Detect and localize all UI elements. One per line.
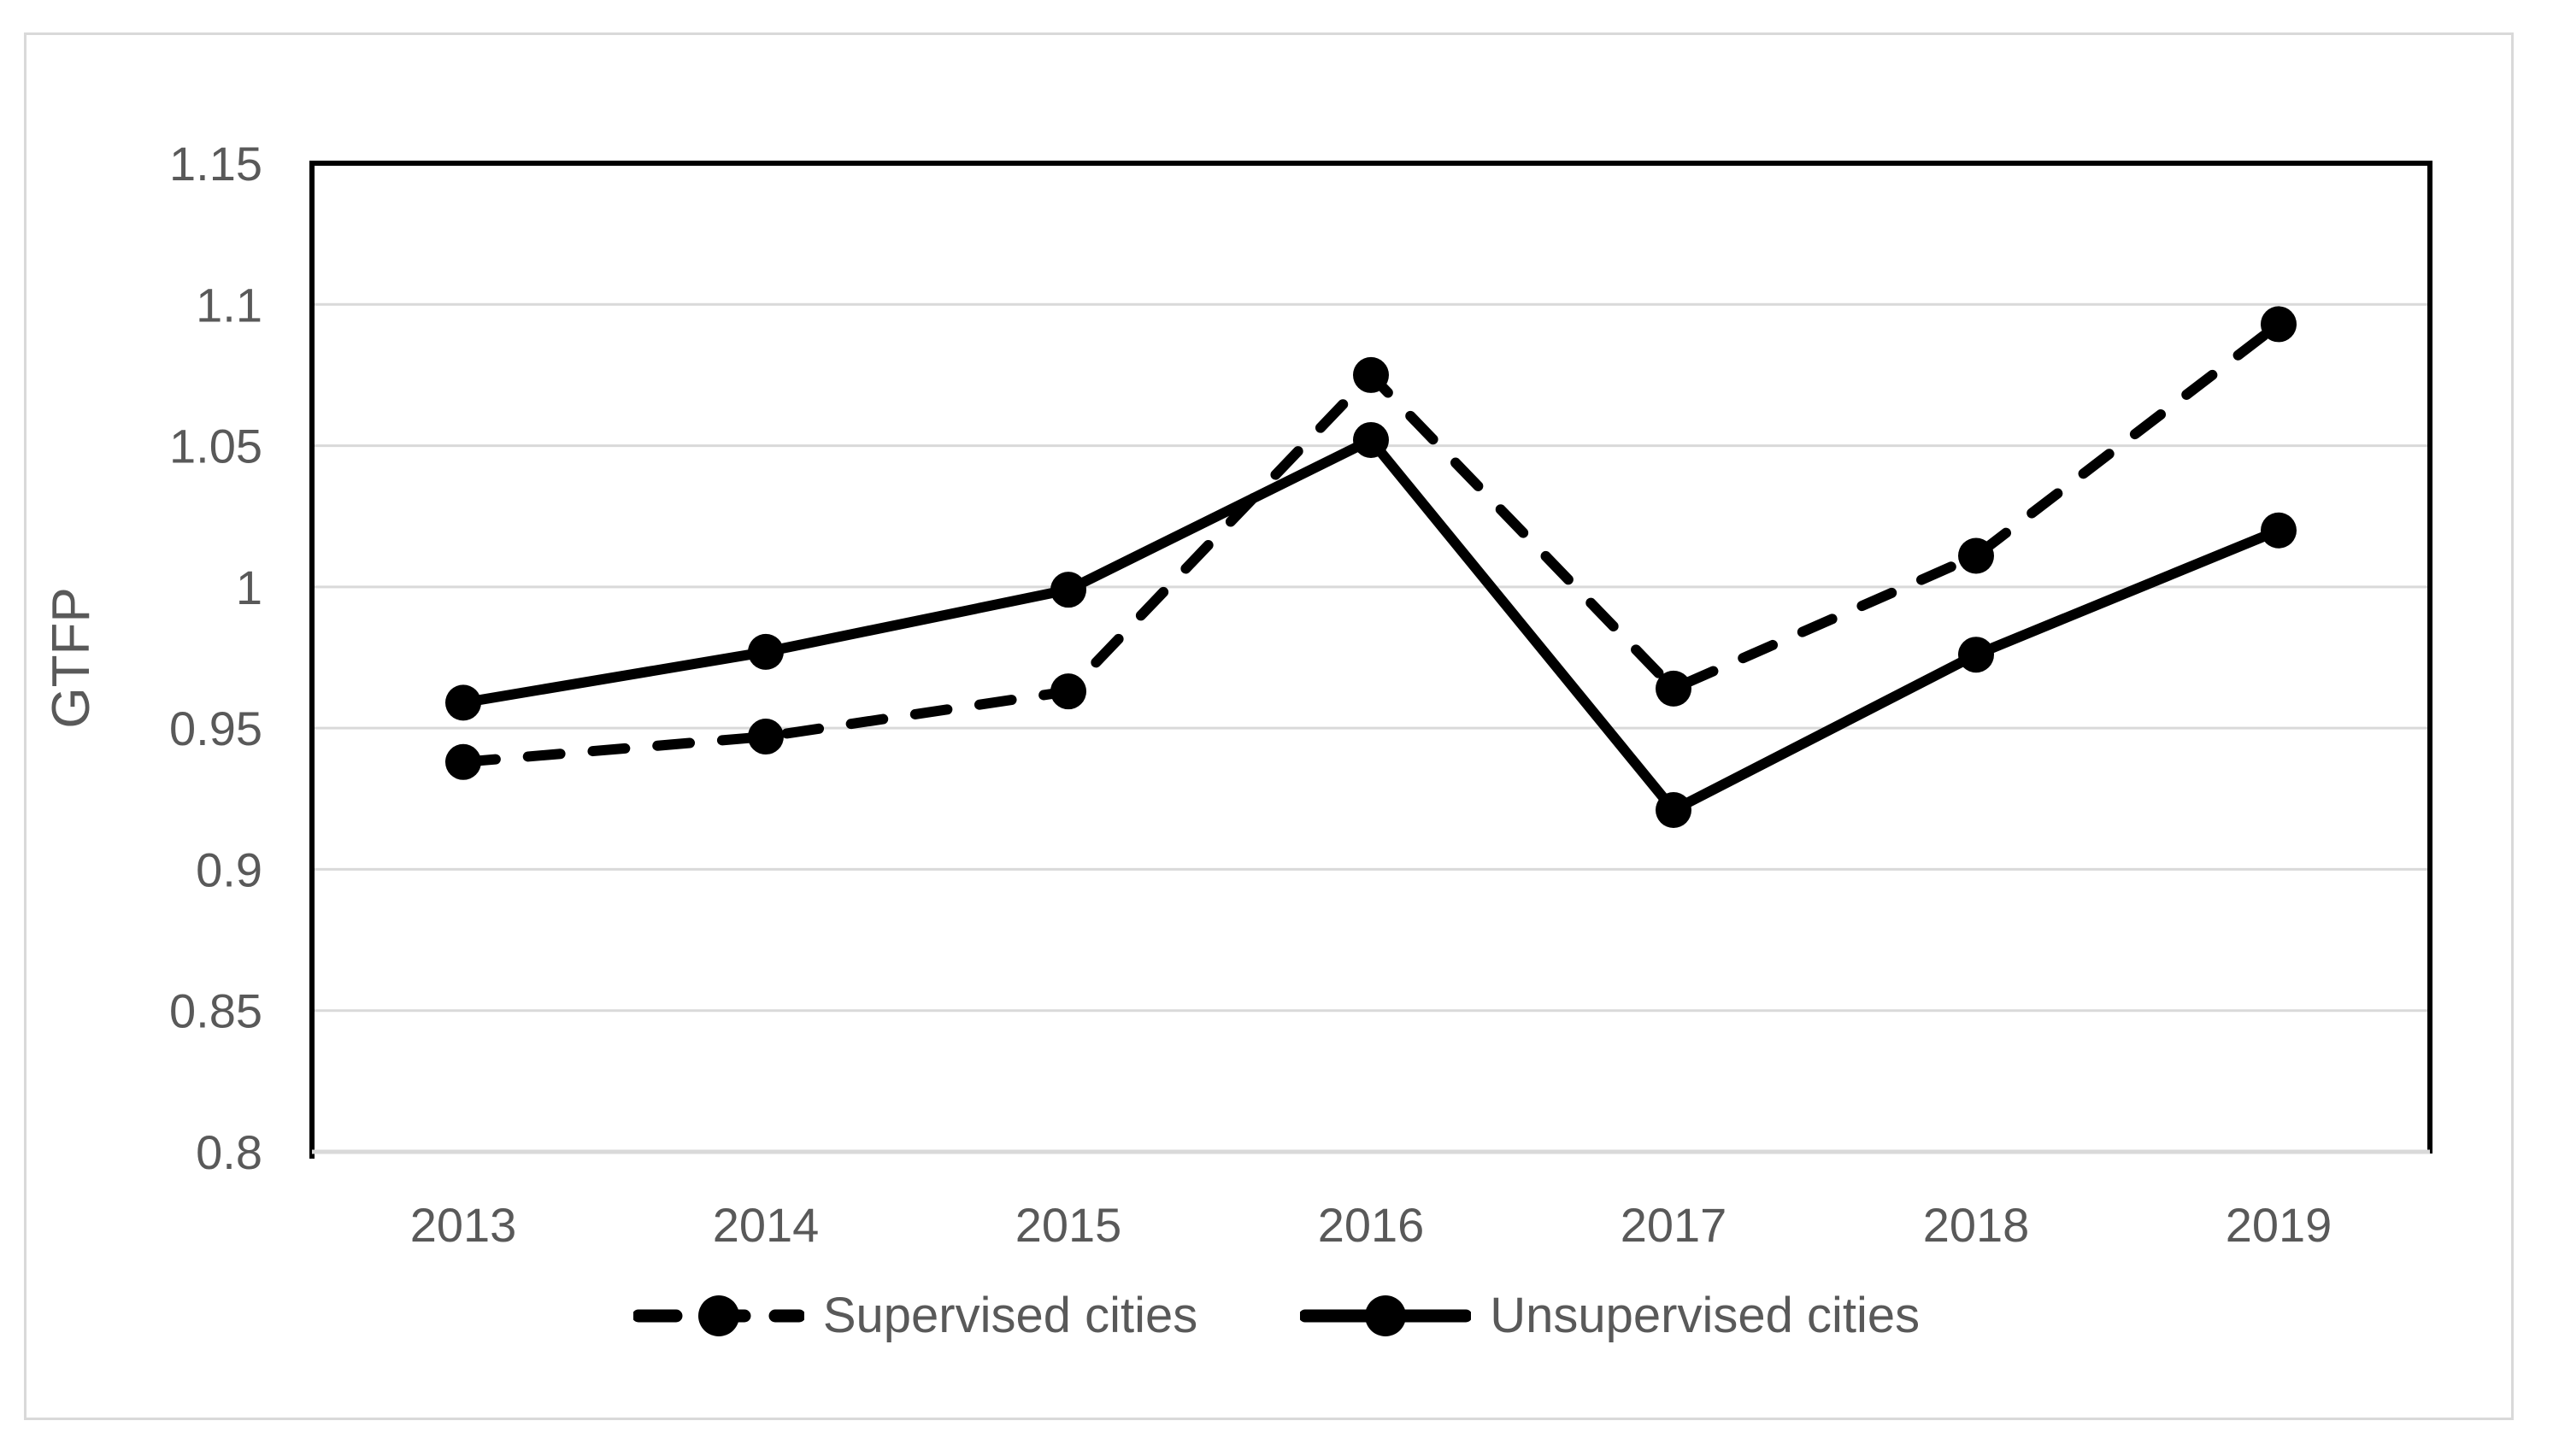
legend-item-supervised-cities: Supervised cities	[632, 1287, 1198, 1344]
dashed-line-with-marker-icon	[632, 1295, 804, 1336]
gridlines-layer	[312, 302, 2430, 1013]
y-axis-tick-label-0.8: 0.8	[196, 1125, 262, 1179]
legend: Supervised cities Unsupervised cities	[0, 1287, 2553, 1344]
data-point-supervised-cities-2018	[1958, 537, 1994, 574]
x-axis-tick-label-2015: 2015	[1015, 1198, 1122, 1252]
data-point-supervised-cities-2016	[1353, 356, 1389, 393]
x-axis-tick-label-2013: 2013	[410, 1198, 517, 1252]
legend-item-unsupervised-cities: Unsupervised cities	[1300, 1287, 1920, 1344]
data-point-unsupervised-cities-2013	[445, 684, 481, 721]
data-point-supervised-cities-2019	[2261, 306, 2297, 343]
legend-label-unsupervised-cities: Unsupervised cities	[1490, 1288, 1921, 1343]
x-axis-tick-label-2018: 2018	[1923, 1198, 2030, 1252]
y-axis-title: GTFP	[42, 587, 101, 728]
data-point-unsupervised-cities-2019	[2261, 512, 2297, 549]
y-axis-tick-label-1.05: 1.05	[169, 420, 262, 473]
y-axis-tick-label-0.95: 0.95	[169, 702, 262, 755]
data-point-unsupervised-cities-2018	[1958, 637, 1994, 673]
figure-border	[24, 32, 2514, 1420]
x-axis-tick-label-2017: 2017	[1621, 1198, 1727, 1252]
series-layer	[445, 306, 2297, 829]
y-axis-tick-label-0.9: 0.9	[196, 842, 262, 896]
data-point-supervised-cities-2015	[1050, 673, 1086, 710]
plot-border-layer	[309, 161, 2432, 1159]
data-point-unsupervised-cities-2015	[1050, 572, 1086, 608]
solid-line-with-marker-icon	[1300, 1295, 1472, 1336]
data-point-unsupervised-cities-2014	[748, 633, 784, 670]
y-axis-tick-label-1.15: 1.15	[169, 137, 262, 191]
x-axis-tick-label-2014: 2014	[713, 1198, 820, 1252]
data-point-unsupervised-cities-2017	[1656, 792, 1691, 829]
series-line-unsupervised-cities	[458, 434, 2284, 816]
y-axis-tick-label-1: 1	[236, 561, 262, 614]
x-axis-tick-label-2019: 2019	[2226, 1198, 2332, 1252]
data-point-supervised-cities-2014	[748, 719, 784, 755]
y-axis-tick-label-0.85: 0.85	[169, 984, 262, 1038]
x-axis-tick-label-2016: 2016	[1318, 1198, 1425, 1252]
legend-label-supervised-cities: Supervised cities	[822, 1288, 1198, 1343]
data-point-supervised-cities-2017	[1656, 670, 1691, 707]
data-point-supervised-cities-2013	[445, 743, 481, 780]
data-point-unsupervised-cities-2016	[1353, 421, 1389, 458]
axis-labels-layer: 1.15 1.1 1.05 1 0.95 0.9 0.85 0.8 2013 2014 2015 20…	[169, 137, 2332, 1252]
y-axis-tick-label-1.1: 1.1	[196, 278, 262, 332]
